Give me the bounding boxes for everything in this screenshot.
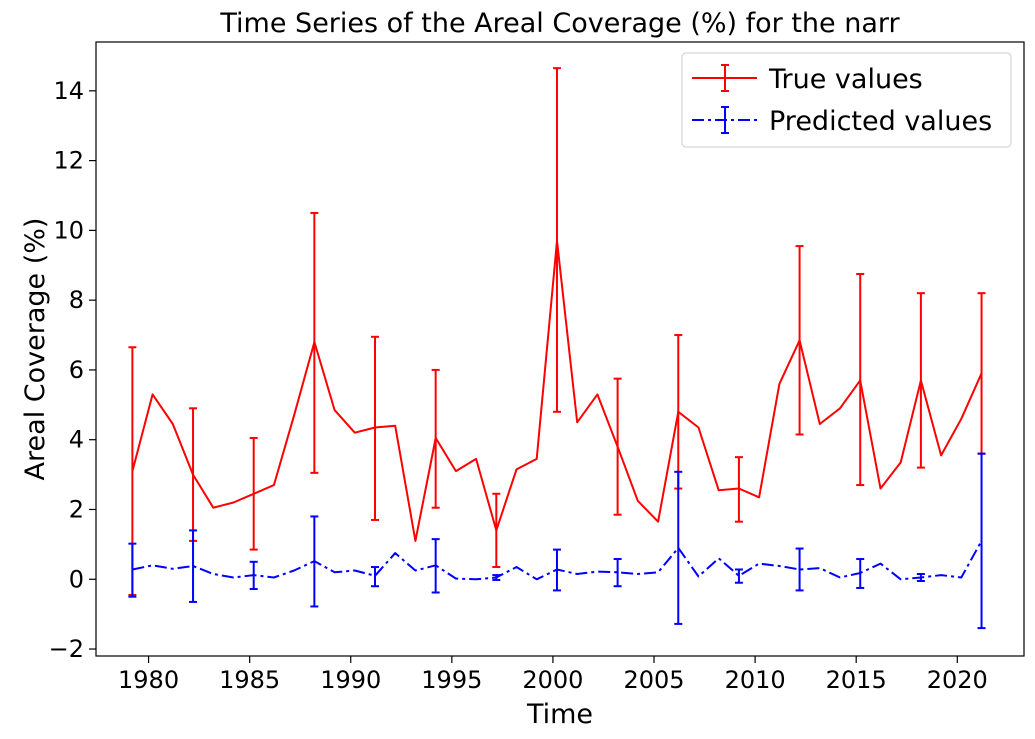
true-values-series xyxy=(128,67,986,596)
x-tick-label: 2015 xyxy=(826,666,887,694)
y-tick-label: 0 xyxy=(69,565,84,593)
predicted-values-line xyxy=(132,540,983,581)
y-tick-label: 2 xyxy=(69,495,84,523)
predicted-values-error-bar xyxy=(795,547,804,592)
x-tick-label: 2005 xyxy=(623,666,684,694)
legend-label-predicted-values: Predicted values xyxy=(769,106,992,137)
y-tick-label: −2 xyxy=(49,635,84,663)
legend-entry-predicted-values: Predicted values xyxy=(692,106,992,137)
x-tick-label: 2000 xyxy=(522,666,583,694)
x-tick-label: 1980 xyxy=(118,666,179,694)
predicted-values-error-bar xyxy=(977,452,986,630)
chart-title: Time Series of the Areal Coverage (%) fo… xyxy=(219,8,900,39)
x-axis-label: Time xyxy=(526,699,593,730)
y-tick-label: 12 xyxy=(53,147,84,175)
y-tick-label: 8 xyxy=(69,286,84,314)
predicted-values-error-bar xyxy=(371,566,380,588)
true-values-line xyxy=(131,239,983,542)
y-tick-label: 14 xyxy=(53,77,84,105)
predicted-values-error-bar xyxy=(128,542,137,598)
legend: True values Predicted values xyxy=(681,52,1012,148)
y-tick-label: 6 xyxy=(69,356,84,384)
plot-clipped xyxy=(128,67,986,630)
x-tick-label: 2010 xyxy=(725,666,786,694)
legend-box xyxy=(681,52,1012,148)
legend-label-true-values: True values xyxy=(768,64,923,95)
axes: 1980 1985 1990 1995 2000 2005 2010 2015 2020 −2 0 2… xyxy=(49,41,1025,694)
y-tick-label: 10 xyxy=(53,216,84,244)
predicted-values-error-bar xyxy=(674,470,683,625)
predicted-values-error-bar xyxy=(189,529,198,603)
x-tick-label: 1990 xyxy=(320,666,381,694)
x-tick-label: 1985 xyxy=(219,666,280,694)
y-axis-label: Areal Coverage (%) xyxy=(20,218,51,481)
y-tick-label: 4 xyxy=(69,426,84,454)
predicted-values-error-bar xyxy=(734,568,743,584)
predicted-values-series xyxy=(128,452,986,630)
x-tick-label: 1995 xyxy=(421,666,482,694)
predicted-values-error-bar xyxy=(613,558,622,588)
plot-frame xyxy=(95,41,1025,657)
plot-area xyxy=(128,67,986,630)
x-tick-label: 2020 xyxy=(927,666,988,694)
legend-entry-true-values: True values xyxy=(692,64,923,95)
